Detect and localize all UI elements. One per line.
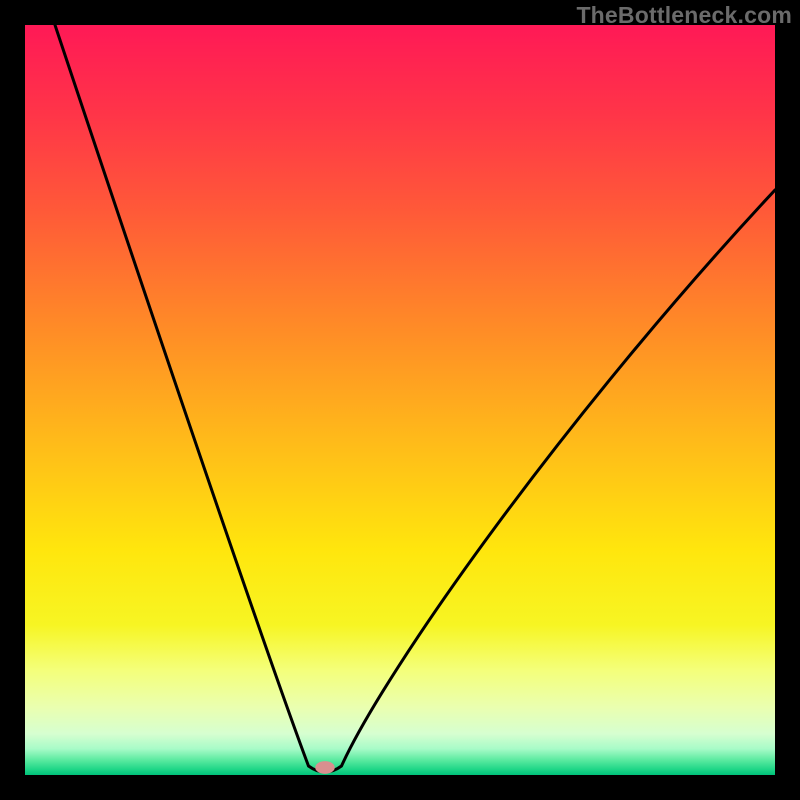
bottleneck-plot	[25, 25, 775, 775]
plot-area	[25, 25, 775, 775]
optimum-marker	[315, 761, 335, 774]
chart-frame: TheBottleneck.com	[0, 0, 800, 800]
